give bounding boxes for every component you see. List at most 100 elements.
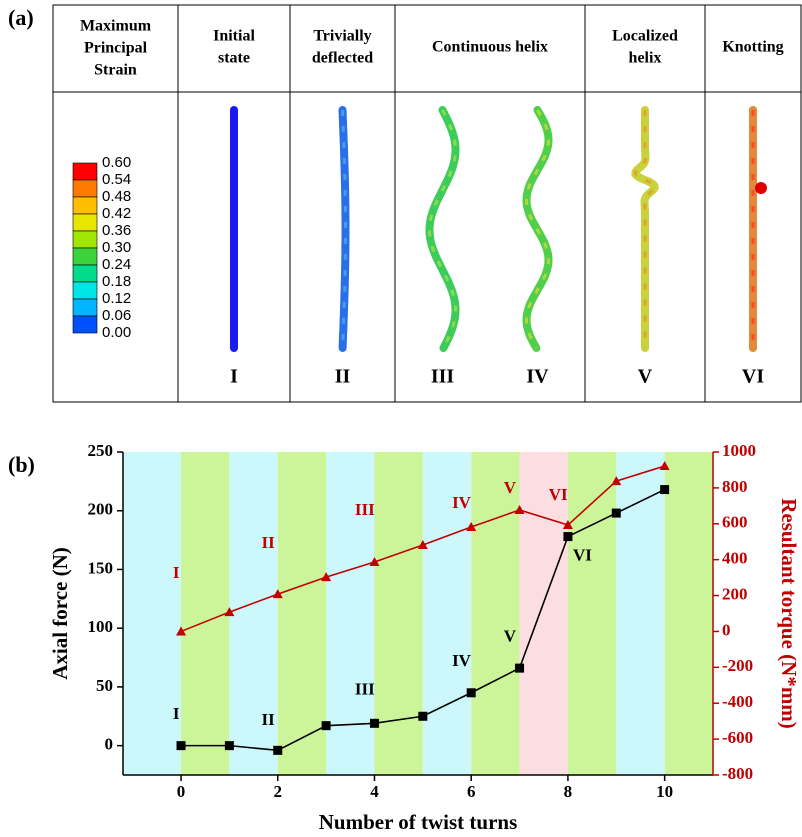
background-band xyxy=(665,452,713,775)
data-point xyxy=(467,688,476,697)
figure: (a) (b) MaximumPrincipalStrain0.600.540.… xyxy=(0,0,802,837)
background-band xyxy=(374,452,422,775)
annotation: V xyxy=(504,626,517,645)
annotation: IV xyxy=(452,493,472,512)
x-tick-label: 6 xyxy=(467,782,476,801)
legend-title: Strain xyxy=(94,62,137,79)
colorbar-label: 0.30 xyxy=(102,239,131,256)
table-frame xyxy=(53,5,801,402)
data-point xyxy=(563,532,572,541)
case-label: V xyxy=(638,366,653,388)
y-tick-label: 100 xyxy=(88,617,114,636)
y-tick-label: 50 xyxy=(96,676,113,695)
knot xyxy=(755,182,767,194)
data-point xyxy=(612,509,621,518)
annotation: III xyxy=(355,500,375,519)
colorbar-label: 0.24 xyxy=(102,256,131,273)
annotation: IV xyxy=(452,651,472,670)
y-tick-label: 0 xyxy=(105,735,114,754)
background-band xyxy=(123,452,181,775)
y2-tick-label: 200 xyxy=(722,584,748,603)
background-band xyxy=(181,452,229,775)
annotation: V xyxy=(504,478,517,497)
rod xyxy=(430,110,456,348)
data-point xyxy=(322,721,331,730)
panel-label: (a) xyxy=(8,5,34,30)
colorbar-label: 0.06 xyxy=(102,307,131,324)
colorbar-label: 0.12 xyxy=(102,290,131,307)
y2-tick-label: -200 xyxy=(722,656,753,675)
data-point xyxy=(418,712,427,721)
case-label: IV xyxy=(526,366,549,388)
y2-tick-label: -600 xyxy=(722,728,753,747)
colorbar-label: 0.36 xyxy=(102,222,131,239)
annotation: II xyxy=(261,533,275,552)
colorbar-block xyxy=(73,265,97,282)
x-axis-label: Number of twist turns xyxy=(319,810,518,834)
background-band xyxy=(568,452,616,775)
data-point xyxy=(225,741,234,750)
colorbar-block xyxy=(73,299,97,316)
y-axis-label: Axial force (N) xyxy=(48,547,72,680)
y2-tick-label: 600 xyxy=(722,513,748,532)
legend-title: Maximum xyxy=(80,18,152,35)
column-header: Localized xyxy=(612,28,678,45)
y-tick-label: 150 xyxy=(88,558,114,577)
column-header: helix xyxy=(629,50,662,67)
case-label: III xyxy=(431,366,455,388)
panel-label: (b) xyxy=(8,452,35,477)
annotation: II xyxy=(261,710,275,729)
x-tick-label: 0 xyxy=(177,782,186,801)
x-tick-label: 8 xyxy=(564,782,573,801)
case-label: I xyxy=(230,366,238,388)
annotation: I xyxy=(173,563,180,582)
colorbar-block xyxy=(73,231,97,248)
colorbar-label: 0.54 xyxy=(102,171,131,188)
colorbar-block xyxy=(73,248,97,265)
y2-tick-label: 400 xyxy=(722,549,748,568)
y2-tick-label: 0 xyxy=(722,620,731,639)
data-point xyxy=(177,741,186,750)
legend-title: Principal xyxy=(84,40,148,57)
page: { "panel_a": { "label": "(a)", "legend_t… xyxy=(0,0,802,837)
y2-tick-label: -400 xyxy=(722,692,753,711)
annotation: VI xyxy=(549,485,568,504)
column-header: Knotting xyxy=(722,39,783,56)
y2-tick-label: -800 xyxy=(722,764,753,783)
colorbar-block xyxy=(73,180,97,197)
background-band xyxy=(278,452,326,775)
colorbar-label: 0.48 xyxy=(102,188,131,205)
case-label: VI xyxy=(742,366,764,388)
column-header: Initial xyxy=(213,28,255,45)
column-header: Continuous helix xyxy=(432,39,548,56)
data-point xyxy=(660,485,669,494)
y-tick-label: 200 xyxy=(88,500,114,519)
column-header: deflected xyxy=(312,50,373,67)
colorbar-block xyxy=(73,163,97,180)
colorbar-block xyxy=(73,316,97,333)
x-tick-label: 10 xyxy=(656,782,673,801)
x-tick-label: 2 xyxy=(274,782,283,801)
colorbar-label: 0.42 xyxy=(102,205,131,222)
background-band xyxy=(471,452,519,775)
data-point xyxy=(273,746,282,755)
data-point xyxy=(370,719,379,728)
y2-tick-label: 1000 xyxy=(722,441,756,460)
colorbar-block xyxy=(73,197,97,214)
colorbar-label: 0.18 xyxy=(102,273,131,290)
annotation: III xyxy=(355,679,375,698)
x-tick-label: 4 xyxy=(370,782,379,801)
y2-axis-label: Resultant torque (N*mm) xyxy=(777,498,801,729)
annotation: VI xyxy=(573,545,592,564)
column-header: state xyxy=(218,50,250,67)
annotation: I xyxy=(173,704,180,723)
data-point xyxy=(515,664,524,673)
colorbar-label: 0.60 xyxy=(102,154,131,171)
colorbar-block xyxy=(73,282,97,299)
colorbar-block xyxy=(73,214,97,231)
y-tick-label: 250 xyxy=(88,441,114,460)
y2-tick-label: 800 xyxy=(722,477,748,496)
colorbar-label: 0.00 xyxy=(102,324,131,341)
case-label: II xyxy=(335,366,351,388)
column-header: Trivially xyxy=(313,28,371,45)
